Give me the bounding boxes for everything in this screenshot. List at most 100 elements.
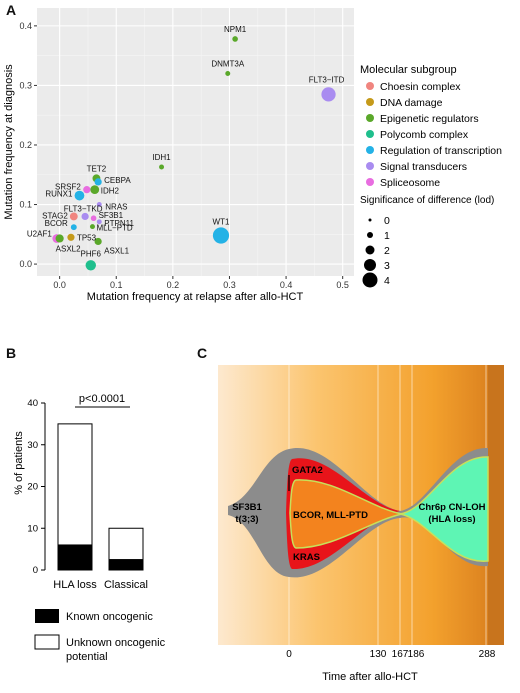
legend-swatch: [366, 146, 374, 154]
point-stag2: [69, 212, 78, 221]
point-label-tp53: TP53: [77, 233, 97, 242]
x-axis-label: Mutation frequency at relapse after allo…: [87, 291, 304, 303]
point-flt3−itd: [321, 87, 336, 102]
legend-swatch: [366, 114, 374, 122]
point-label-wt1: WT1: [213, 218, 230, 227]
legend-label: Spliceosome: [380, 177, 440, 189]
label-chr6p: Chr6p CN-LOH: [418, 502, 485, 513]
point-dnmt3a: [225, 71, 231, 76]
legend-swatch: [366, 130, 374, 138]
panel-b-bar-chart: % of patients 0 10 20 30 40 p<0.0001 HLA los…: [13, 393, 166, 663]
point-label-ptpn11: PTPN11: [104, 219, 134, 228]
point-label-stag2: STAG2: [42, 211, 68, 220]
tick-label-167: 167: [392, 649, 409, 660]
size-legend-dot: [368, 218, 372, 222]
size-legend-label: 4: [384, 275, 390, 287]
point-label-dnmt3a: DNMT3A: [211, 60, 245, 69]
point-label-idh2: IDH2: [101, 187, 120, 196]
axis-ticks: 0.0 0.1 0.2 0.3 0.4 0.5 0.0 0.1 0.2 0.3 0.4: [19, 21, 348, 290]
point-cebpa: [94, 178, 102, 186]
tick-label-288: 288: [479, 649, 496, 660]
size-legend-dot: [367, 232, 373, 238]
legend-unknown-label: Unknown oncogenic: [66, 637, 166, 649]
point-label-flt3−tkd: FLT3−TKD: [64, 204, 103, 213]
point-label-nras: NRAS: [105, 203, 127, 212]
point-tp53: [67, 233, 75, 241]
y-tick-label: 0.2: [19, 140, 32, 150]
plot-area: [37, 8, 354, 276]
subclone-chr6p-cn-loh: [399, 456, 489, 562]
x-axis-label: Time after allo-HCT: [322, 671, 418, 683]
tick-label-130: 130: [370, 649, 387, 660]
size-legend-dot: [364, 259, 376, 271]
bar-hla-loss-known: [57, 544, 93, 571]
timepoint-lines: [288, 365, 487, 645]
x-tick-label: 0.5: [336, 280, 349, 290]
y-tick-label: 10: [27, 523, 38, 534]
label-gata2: GATA2: [292, 465, 323, 476]
y-tick-label: 0.4: [19, 21, 32, 31]
size-legend: 0 1 2 3 4: [362, 215, 390, 288]
point-label-phf6: PHF6: [81, 249, 102, 258]
legend-swatch: [366, 98, 374, 106]
category-label-classical: Classical: [104, 579, 148, 591]
legend-label: Epigenetic regulators: [380, 113, 479, 125]
point-label-npm1: NPM1: [224, 25, 247, 34]
point-label-sf3b1: SF3B1: [99, 211, 124, 220]
grid: [37, 8, 354, 276]
point-srsf2: [83, 186, 91, 194]
point-label-idh1: IDH1: [152, 153, 171, 162]
y-tick-label: 0.3: [19, 80, 32, 90]
legend-known-label: Known oncogenic: [66, 611, 153, 623]
legend-unknown-swatch: [34, 634, 60, 650]
label-t33: t(3;3): [235, 514, 258, 525]
point-label-cebpa: CEBPA: [104, 176, 131, 185]
y-axis-label: % of patients: [13, 431, 25, 495]
point-idh2: [90, 185, 100, 195]
size-legend-label: 2: [384, 245, 390, 257]
point-label-asxl1: ASXL1: [104, 246, 129, 255]
y-tick-label: 20: [27, 482, 38, 493]
p-value: p<0.0001: [79, 393, 125, 405]
x-tick-label: 0.1: [110, 280, 123, 290]
point-idh1: [159, 164, 165, 170]
point-label-flt3−itd: FLT3−ITD: [309, 75, 345, 84]
point-mll−ptd: [89, 224, 95, 230]
category-label-hla-loss: HLA loss: [53, 579, 97, 591]
legend-label: Signal transducers: [380, 161, 467, 173]
point-asxl1: [94, 237, 102, 246]
bar-hla-loss-unknown: [57, 423, 93, 546]
size-legend-label: 0: [384, 215, 390, 227]
tick-label-186: 186: [408, 649, 425, 660]
legend-swatch: [366, 162, 374, 170]
point-asxl2: [55, 234, 64, 243]
legend-label: Regulation of transcription: [380, 145, 502, 157]
x-tick-label: 0.3: [223, 280, 236, 290]
axis-ticks: 0 10 20 30 40: [27, 398, 45, 576]
x-tick-label: 0.4: [280, 280, 293, 290]
point-wt1: [212, 227, 230, 244]
legend-label: DNA damage: [380, 97, 443, 109]
timeline-end-band: [488, 365, 504, 645]
y-tick-label: 0: [33, 565, 38, 576]
bars: [57, 423, 144, 571]
point-sf3b1: [90, 215, 97, 222]
panel-a-letter: A: [6, 2, 17, 18]
label-sf3b1: SF3B1: [232, 502, 262, 513]
point-label-bcor: BCOR: [45, 219, 68, 228]
label-hla-loss: (HLA loss): [428, 514, 475, 525]
legend-known-swatch: [35, 609, 59, 623]
tick-label-0: 0: [286, 649, 292, 660]
point-flt3−tkd: [81, 212, 89, 221]
group-legend: Choesin complex DNA damage Epigenetic regu…: [366, 81, 502, 189]
legend-label: Choesin complex: [380, 81, 461, 93]
point-label-tet2: TET2: [87, 164, 107, 173]
y-tick-label: 0.0: [19, 259, 32, 269]
point-npm1: [232, 36, 238, 42]
legend-unknown-label-2: potential: [66, 651, 108, 663]
size-legend-label: 1: [384, 230, 390, 242]
point-label-srsf2: SRSF2: [55, 183, 81, 192]
point-label-u2af1: U2AF1: [27, 229, 52, 238]
point-label-asxl2: ASXL2: [56, 244, 81, 253]
bar-classical-unknown: [108, 527, 144, 561]
